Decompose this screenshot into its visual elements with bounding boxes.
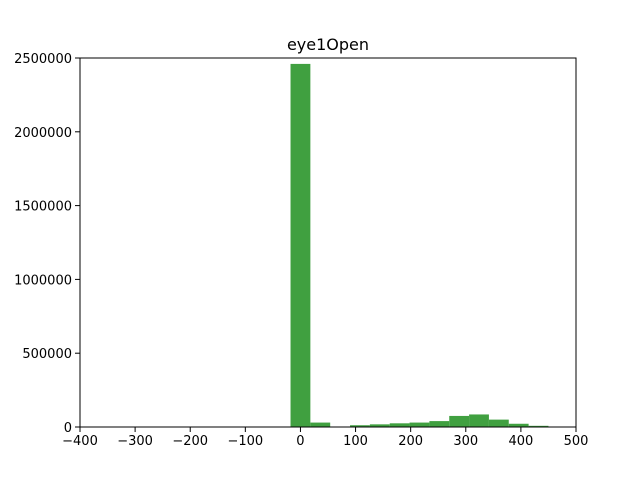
x-tick-label: 400	[508, 434, 533, 449]
y-tick-label: 2000000	[14, 126, 72, 141]
histogram-bar-1	[310, 423, 330, 427]
x-tick-label: −100	[227, 434, 263, 449]
bars-group	[291, 64, 549, 427]
x-tick-label: 100	[343, 434, 368, 449]
y-tick-label: 1000000	[14, 273, 72, 288]
x-tick-label: −200	[172, 434, 208, 449]
x-tick-label: 500	[564, 434, 589, 449]
x-tick-label: 0	[296, 434, 304, 449]
histogram-bar-0	[291, 64, 311, 427]
histogram-bar-5	[390, 423, 410, 427]
x-tick-label: 200	[398, 434, 423, 449]
histogram-bar-8	[449, 416, 469, 427]
x-tick-label: −300	[117, 434, 153, 449]
y-tick-label: 0	[64, 421, 72, 436]
y-tick-label: 2500000	[14, 52, 72, 67]
y-axis: 0 500000 1000000 1500000 2000000 2500000	[14, 52, 80, 436]
histogram-bar-9	[469, 414, 489, 427]
histogram-bar-7	[429, 421, 449, 427]
histogram-bar-10	[489, 420, 509, 427]
x-axis: −400 −300 −200 −100 0 100 200 300 400 500	[62, 427, 588, 449]
x-tick-label: 300	[453, 434, 478, 449]
x-tick-label: −400	[62, 434, 98, 449]
y-tick-label: 1500000	[14, 200, 72, 215]
chart-title: eye1Open	[287, 35, 369, 54]
plot-frame	[80, 58, 576, 427]
histogram-bar-6	[410, 423, 430, 427]
y-tick-label: 500000	[22, 347, 72, 362]
